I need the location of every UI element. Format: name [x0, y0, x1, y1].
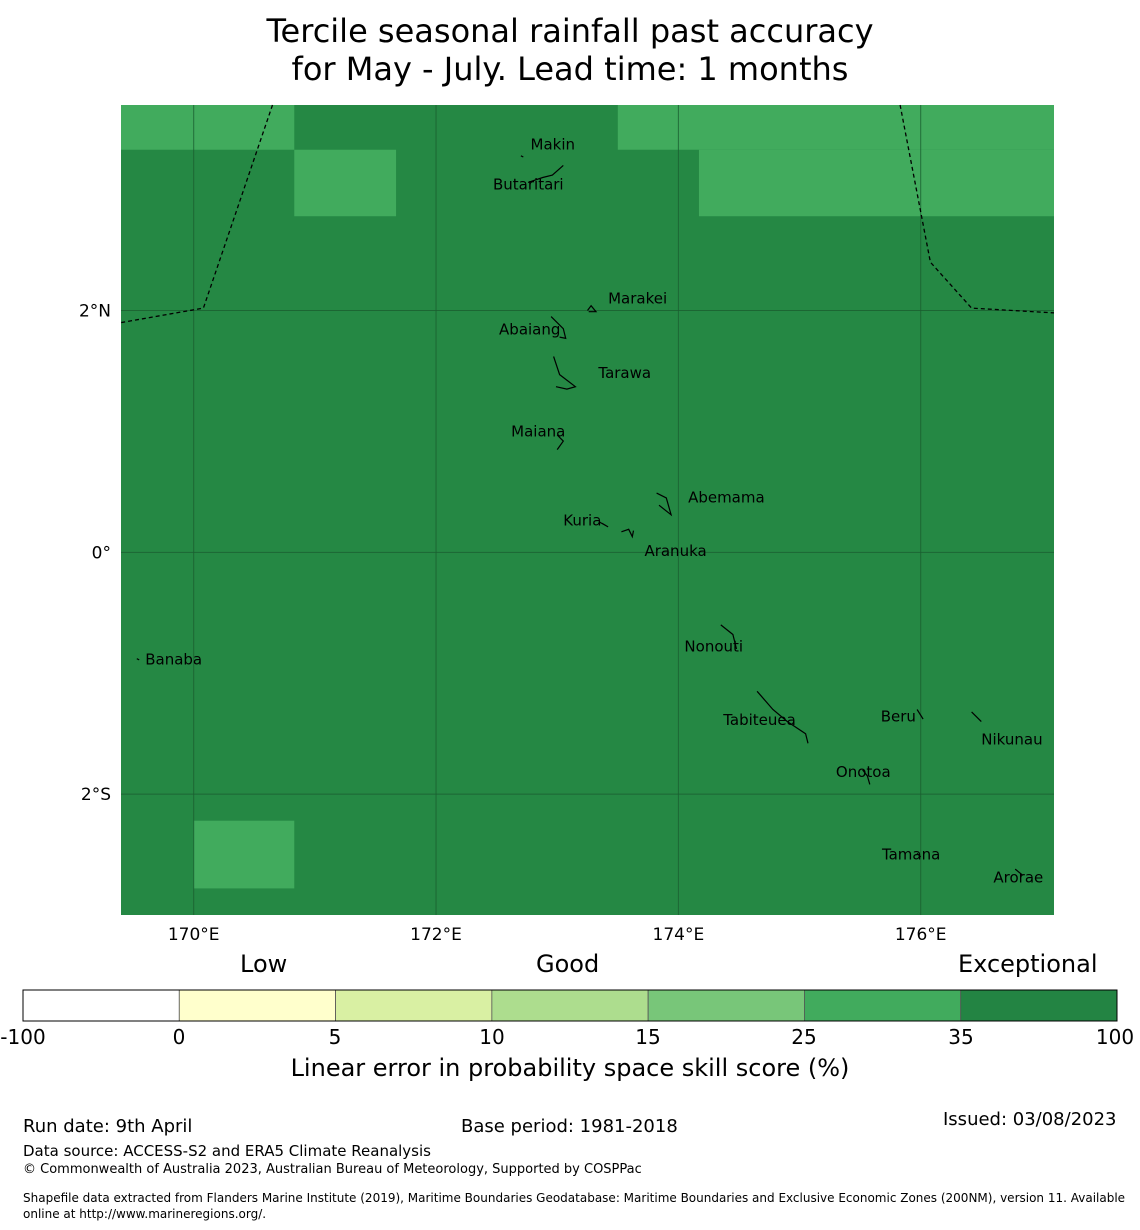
y-tick-label: 0° [92, 543, 111, 563]
island-outline-abaiang [550, 316, 567, 340]
island-label-marakei: Marakei [608, 289, 667, 307]
skill-cell [617, 105, 1054, 150]
island-outline-banaba [136, 658, 140, 661]
island-label-abaiang: Abaiang [499, 321, 560, 339]
island-outline-tabiteuea [756, 690, 809, 744]
colorbar-tick: 25 [791, 1025, 817, 1049]
island-outline-aranuka [621, 528, 635, 539]
colorbar-category-good: Good [536, 950, 600, 978]
colorbar-tick: 5 [328, 1025, 342, 1049]
island-outline-abemama [656, 492, 673, 517]
island-label-abemama: Abemama [688, 489, 765, 507]
x-tick-label: 176°E [895, 925, 947, 945]
island-label-banaba: Banaba [145, 651, 202, 669]
island-outline-butaritari [527, 164, 564, 183]
island-label-onotoa: Onotoa [836, 763, 891, 781]
base-period: Base period: 1981-2018 [461, 1116, 678, 1137]
island-outline-kuria [599, 521, 609, 528]
colorbar-frame [22, 989, 1118, 1022]
colorbar-segment [647, 989, 805, 1022]
colorbar-segment [491, 989, 649, 1022]
colorbar-segment [804, 989, 962, 1022]
island-outline-nikunau [971, 711, 982, 723]
colorbar-tick: 10 [479, 1025, 505, 1049]
colorbar-tick: 15 [635, 1025, 661, 1049]
island-label-butaritari: Butaritari [493, 176, 564, 194]
island-outline-makin [520, 155, 524, 158]
copyright: © Commonwealth of Australia 2023, Austra… [23, 1162, 642, 1177]
colorbar-tick: 35 [948, 1025, 974, 1049]
title-line-2: for May - July. Lead time: 1 months [291, 50, 849, 88]
colorbar-category-exceptional: Exceptional [958, 950, 1098, 978]
colorbar-category-low: Low [240, 950, 288, 978]
island-outline-tamana [916, 852, 922, 858]
shapefile-credit-line-2: online at http://www.marineregions.org/. [23, 1207, 267, 1221]
x-tick-label: 174°E [653, 925, 705, 945]
skill-cell [193, 820, 295, 889]
island-label-arorae: Arorae [993, 868, 1043, 886]
x-tick-label: 172°E [410, 925, 462, 945]
island-label-nonouti: Nonouti [684, 637, 743, 655]
skill-cell [698, 149, 1054, 217]
title-line-1: Tercile seasonal rainfall past accuracy [266, 12, 874, 50]
island-label-kuria: Kuria [563, 512, 601, 530]
issued-date: Issued: 03/08/2023 [943, 1109, 1117, 1130]
island-label-beru: Beru [881, 708, 916, 726]
island-outline-maiana [556, 434, 565, 450]
island-label-tabiteuea: Tabiteuea [722, 711, 796, 729]
island-outline-onotoa [862, 769, 871, 785]
x-tick-label: 170°E [168, 925, 220, 945]
island-label-tarawa: Tarawa [597, 364, 651, 382]
island-label-maiana: Maiana [511, 422, 565, 440]
island-label-makin: Makin [531, 136, 576, 154]
colorbar-label: Linear error in probability space skill … [290, 1054, 850, 1082]
data-source: Data source: ACCESS-S2 and ERA5 Climate … [23, 1142, 431, 1160]
colorbar-segment [22, 989, 180, 1022]
island-outline-beru [916, 709, 924, 720]
map-background [121, 105, 1054, 915]
colorbar-tick: -100 [0, 1025, 46, 1049]
island-label-nikunau: Nikunau [981, 731, 1042, 749]
skill-cell [294, 149, 397, 217]
y-tick-label: 2°S [81, 785, 111, 805]
colorbar-segment [960, 989, 1118, 1022]
colorbar-segment [335, 989, 493, 1022]
skill-cell [121, 105, 295, 150]
run-date: Run date: 9th April [23, 1116, 193, 1137]
colorbar-tick: 100 [1095, 1025, 1135, 1049]
colorbar-segment [178, 989, 336, 1022]
island-outline-nonouti [720, 624, 738, 650]
y-tick-label: 2°N [79, 302, 111, 322]
island-outline-arorae [1014, 868, 1023, 876]
island-label-aranuka: Aranuka [644, 542, 706, 560]
eez-boundary [120, 104, 274, 324]
colorbar-tick: 0 [172, 1025, 186, 1049]
shapefile-credit-line-1: Shapefile data extracted from Flanders M… [23, 1191, 1126, 1205]
island-outline-marakei [587, 304, 598, 313]
island-label-tamana: Tamana [881, 845, 940, 863]
eez-boundary [899, 104, 1055, 314]
island-outline-tarawa [553, 356, 577, 390]
